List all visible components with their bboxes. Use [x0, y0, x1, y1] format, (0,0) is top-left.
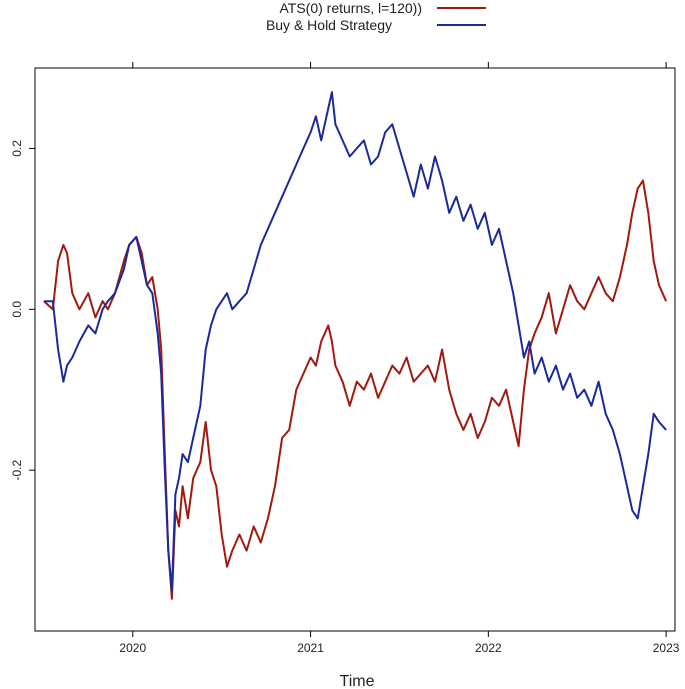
legend-label-ats: ATS(0) returns, l=120)): [279, 0, 422, 16]
y-tick-label: -0.2: [10, 459, 24, 480]
y-tick-label: 0.2: [10, 140, 24, 157]
x-axis: 2020 2021 2022 2023: [119, 62, 680, 655]
y-axis: -0.2 0.0 0.2: [10, 140, 35, 480]
series-layer: [43, 91, 668, 600]
plot-frame: [34, 67, 676, 632]
x-tick-label: 2023: [653, 641, 680, 655]
y-tick-label: 0.0: [10, 301, 24, 318]
x-tick-label: 2022: [475, 641, 502, 655]
series-line-ats: [43, 179, 668, 600]
x-tick-label: 2021: [297, 641, 324, 655]
x-tick-label: 2020: [119, 641, 146, 655]
series-line-buy-hold: [43, 91, 667, 592]
x-axis-label: Time: [340, 673, 375, 689]
legend: ATS(0) returns, l=120)) Buy & Hold Strat…: [266, 0, 486, 33]
legend-label-buy-hold: Buy & Hold Strategy: [266, 17, 392, 33]
